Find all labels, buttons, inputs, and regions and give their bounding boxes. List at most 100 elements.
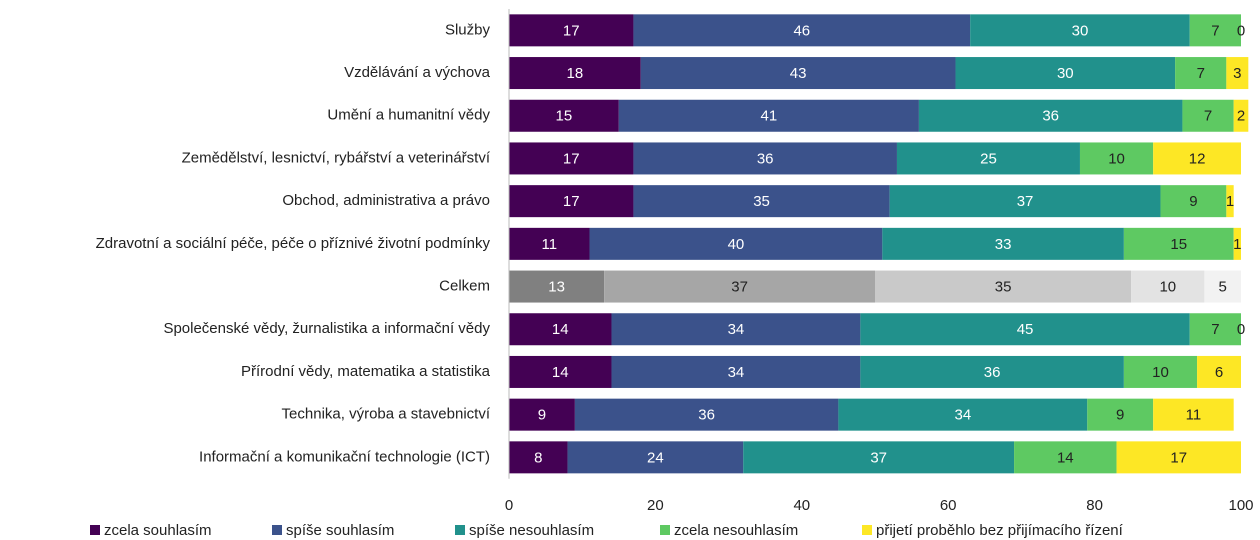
data-label: 7 <box>1211 321 1219 338</box>
bar-segment <box>918 99 1183 132</box>
bar-segment <box>1116 441 1241 474</box>
bar-segment <box>509 355 612 388</box>
data-label: 17 <box>563 193 580 210</box>
bar-segment <box>509 227 590 260</box>
data-label: 30 <box>1057 65 1074 82</box>
bar-segment <box>1226 57 1249 90</box>
data-label: 3 <box>1233 65 1241 82</box>
data-label: 36 <box>984 364 1001 381</box>
bar-segment <box>1153 142 1241 175</box>
data-label: 36 <box>1042 108 1059 125</box>
data-label: 0 <box>1237 321 1245 338</box>
data-label: 12 <box>1189 150 1206 167</box>
bar-segment <box>896 142 1080 175</box>
x-tick-label: 100 <box>1228 497 1253 514</box>
legend-label: spíše souhlasím <box>286 522 394 539</box>
data-label: 8 <box>534 449 542 466</box>
data-label: 10 <box>1152 364 1169 381</box>
legend-swatch <box>90 525 100 535</box>
data-label: 46 <box>793 22 810 39</box>
bar-segment <box>640 57 956 90</box>
category-label: Celkem <box>439 278 490 295</box>
bar-segment <box>509 57 641 90</box>
data-label: 36 <box>757 150 774 167</box>
data-label: 41 <box>761 108 778 125</box>
data-label: 40 <box>728 236 745 253</box>
bar-segment <box>509 441 568 474</box>
data-label: 18 <box>567 65 584 82</box>
category-label: Přírodní vědy, matematika a statistika <box>241 363 491 380</box>
data-label: 45 <box>1017 321 1034 338</box>
bar-segment <box>618 99 919 132</box>
bar-segment <box>633 14 971 47</box>
bar-segment <box>509 313 612 346</box>
bar-segment <box>1182 99 1234 132</box>
category-label: Zemědělství, lesnictví, rybářství a vete… <box>182 149 491 166</box>
bar-segment <box>509 14 634 47</box>
data-label: 13 <box>548 279 565 296</box>
data-label: 1 <box>1233 236 1241 253</box>
bar-segment <box>1204 270 1241 303</box>
bar-segment <box>882 227 1124 260</box>
data-label: 1 <box>1226 193 1234 210</box>
bar-segment <box>1197 355 1241 388</box>
bar-segment <box>1131 270 1205 303</box>
bar-segment <box>509 270 605 303</box>
x-tick-label: 80 <box>1086 497 1103 514</box>
data-label: 37 <box>870 449 887 466</box>
data-label: 11 <box>541 236 557 253</box>
data-label: 24 <box>647 449 664 466</box>
legend-swatch <box>272 525 282 535</box>
data-label: 37 <box>731 279 748 296</box>
bar-segment <box>509 185 634 218</box>
bar-segment <box>509 99 619 132</box>
legend-label: spíše nesouhlasím <box>469 522 594 539</box>
bar-segment <box>955 57 1176 90</box>
category-label: Informační a komunikační technologie (IC… <box>199 448 490 465</box>
x-tick-label: 40 <box>793 497 810 514</box>
bar-segment <box>1123 355 1198 388</box>
x-tick-label: 20 <box>647 497 664 514</box>
x-tick-label: 60 <box>940 497 957 514</box>
bar-segment <box>633 142 897 175</box>
data-label: 34 <box>728 364 745 381</box>
legend-label: přijetí proběhlo bez přijímacího řízení <box>876 522 1124 539</box>
bar-segment <box>970 14 1190 47</box>
bar-segment <box>1123 227 1234 260</box>
data-label: 43 <box>790 65 807 82</box>
bar-segment <box>611 355 861 388</box>
bar-segment <box>1189 313 1241 346</box>
category-label: Umění a humanitní vědy <box>327 107 490 124</box>
bar-segment <box>1189 14 1241 47</box>
bar-segment <box>633 185 890 218</box>
legend-swatch <box>862 525 872 535</box>
data-label: 17 <box>563 150 580 167</box>
data-label: 25 <box>980 150 997 167</box>
legend-label: zcela nesouhlasím <box>674 522 798 539</box>
category-label: Společenské vědy, žurnalistika a informa… <box>163 320 490 337</box>
data-label: 15 <box>556 108 573 125</box>
category-label: Zdravotní a sociální péče, péče o přízni… <box>96 235 491 252</box>
data-label: 34 <box>728 321 745 338</box>
data-label: 14 <box>1057 449 1074 466</box>
bar-segment <box>1087 398 1154 431</box>
data-label: 6 <box>1215 364 1223 381</box>
data-label: 36 <box>698 407 715 424</box>
data-label: 35 <box>995 279 1012 296</box>
legend-swatch <box>455 525 465 535</box>
category-label: Služby <box>445 21 491 38</box>
bar-segment <box>860 313 1190 346</box>
data-label: 34 <box>954 407 971 424</box>
data-label: 9 <box>538 407 546 424</box>
bar-segment <box>574 398 839 431</box>
data-label: 7 <box>1211 22 1219 39</box>
bar-segment <box>838 398 1088 431</box>
data-label: 14 <box>552 321 569 338</box>
data-label: 33 <box>995 236 1012 253</box>
data-label: 10 <box>1108 150 1125 167</box>
bar-segment <box>1233 99 1249 132</box>
category-label: Vzdělávání a výchova <box>344 64 491 81</box>
data-label: 35 <box>753 193 770 210</box>
data-label: 10 <box>1159 279 1176 296</box>
data-label: 17 <box>1170 449 1187 466</box>
